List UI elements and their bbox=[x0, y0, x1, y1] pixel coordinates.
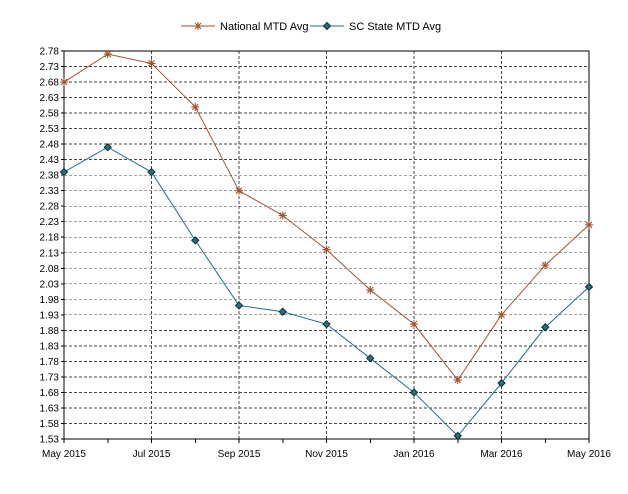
plot-area bbox=[64, 51, 589, 439]
y-tick-label: 2.58 bbox=[40, 109, 60, 120]
data-point-sc-state bbox=[366, 354, 375, 363]
data-point-national bbox=[410, 320, 418, 329]
legend-marker-national bbox=[194, 22, 202, 30]
x-tick-label: May 2015 bbox=[42, 449, 86, 460]
y-tick-label: 1.98 bbox=[40, 295, 60, 306]
y-tick-label: 2.73 bbox=[40, 62, 60, 73]
y-tick-label: 2.48 bbox=[40, 140, 60, 151]
y-tick-label: 2.18 bbox=[40, 233, 60, 244]
legend: National MTD Avg SC State MTD Avg bbox=[181, 21, 441, 33]
y-tick-label: 1.58 bbox=[40, 419, 60, 430]
data-point-sc-state bbox=[453, 431, 462, 441]
y-tick-label: 1.53 bbox=[40, 435, 60, 446]
data-point-national bbox=[235, 186, 243, 195]
axes: 2.78 2.73 2.68 2.63 2.58 2.53 2.48 2.43 2.38 2.33… bbox=[40, 47, 612, 461]
y-tick-label: 1.88 bbox=[40, 326, 60, 337]
y-tick-label: 2.08 bbox=[40, 264, 60, 275]
data-point-national bbox=[322, 245, 331, 254]
data-point-national bbox=[541, 261, 550, 270]
y-tick-label: 2.63 bbox=[40, 93, 60, 104]
data-point-national bbox=[585, 220, 593, 229]
legend-marker-sc-state bbox=[322, 21, 332, 31]
data-point-national bbox=[366, 286, 375, 295]
y-tick-label: 2.03 bbox=[40, 279, 60, 290]
y-tick-label: 2.53 bbox=[40, 124, 60, 135]
y-tick-label: 2.13 bbox=[40, 248, 60, 259]
data-point-national bbox=[147, 59, 156, 68]
y-tick-label: 1.78 bbox=[40, 357, 60, 368]
legend-label-national: National MTD Avg bbox=[220, 21, 308, 33]
data-point-sc-state bbox=[322, 319, 331, 329]
data-point-national bbox=[191, 102, 200, 111]
y-tick-label: 2.23 bbox=[40, 217, 60, 228]
plot-border bbox=[63, 50, 590, 440]
x-tick-label: May 2016 bbox=[567, 449, 611, 460]
data-point-national bbox=[60, 78, 68, 87]
data-point-national bbox=[453, 376, 462, 385]
x-tick-label: Mar 2016 bbox=[480, 449, 523, 460]
y-tick-label: 1.73 bbox=[40, 372, 60, 383]
grid-lines bbox=[63, 50, 590, 440]
legend-label-sc-state: SC State MTD Avg bbox=[349, 21, 441, 33]
data-point-national bbox=[103, 50, 112, 59]
data-point-sc-state bbox=[147, 167, 156, 177]
data-point-sc-state bbox=[278, 307, 287, 316]
data-point-sc-state bbox=[191, 236, 200, 245]
data-point-sc-state bbox=[103, 143, 112, 152]
y-tick-label: 2.33 bbox=[40, 186, 60, 197]
y-tick-label: 1.83 bbox=[40, 341, 60, 352]
data-point-national bbox=[278, 211, 287, 220]
y-tick-label: 2.78 bbox=[40, 47, 60, 58]
y-tick-label: 2.68 bbox=[40, 78, 60, 89]
data-point-sc-state bbox=[234, 301, 244, 310]
y-tick-label: 2.38 bbox=[40, 171, 60, 182]
y-tick-label: 2.43 bbox=[40, 155, 60, 166]
x-tick-label: Jul 2015 bbox=[133, 449, 171, 460]
y-tick-label: 1.68 bbox=[40, 388, 60, 399]
x-tick-label: Jan 2016 bbox=[393, 449, 435, 460]
x-tick-label: Sep 2015 bbox=[218, 449, 261, 460]
data-point-sc-state bbox=[59, 167, 69, 177]
y-tick-label: 1.63 bbox=[40, 403, 60, 414]
series-lines bbox=[59, 50, 594, 441]
data-point-sc-state bbox=[541, 323, 550, 332]
y-tick-label: 2.28 bbox=[40, 202, 60, 213]
data-point-sc-state bbox=[584, 282, 594, 292]
y-tick-label: 1.93 bbox=[40, 310, 60, 321]
data-point-sc-state bbox=[497, 378, 506, 388]
x-tick-label: Nov 2015 bbox=[305, 449, 348, 460]
data-point-national bbox=[497, 310, 506, 319]
data-point-sc-state bbox=[409, 388, 419, 397]
